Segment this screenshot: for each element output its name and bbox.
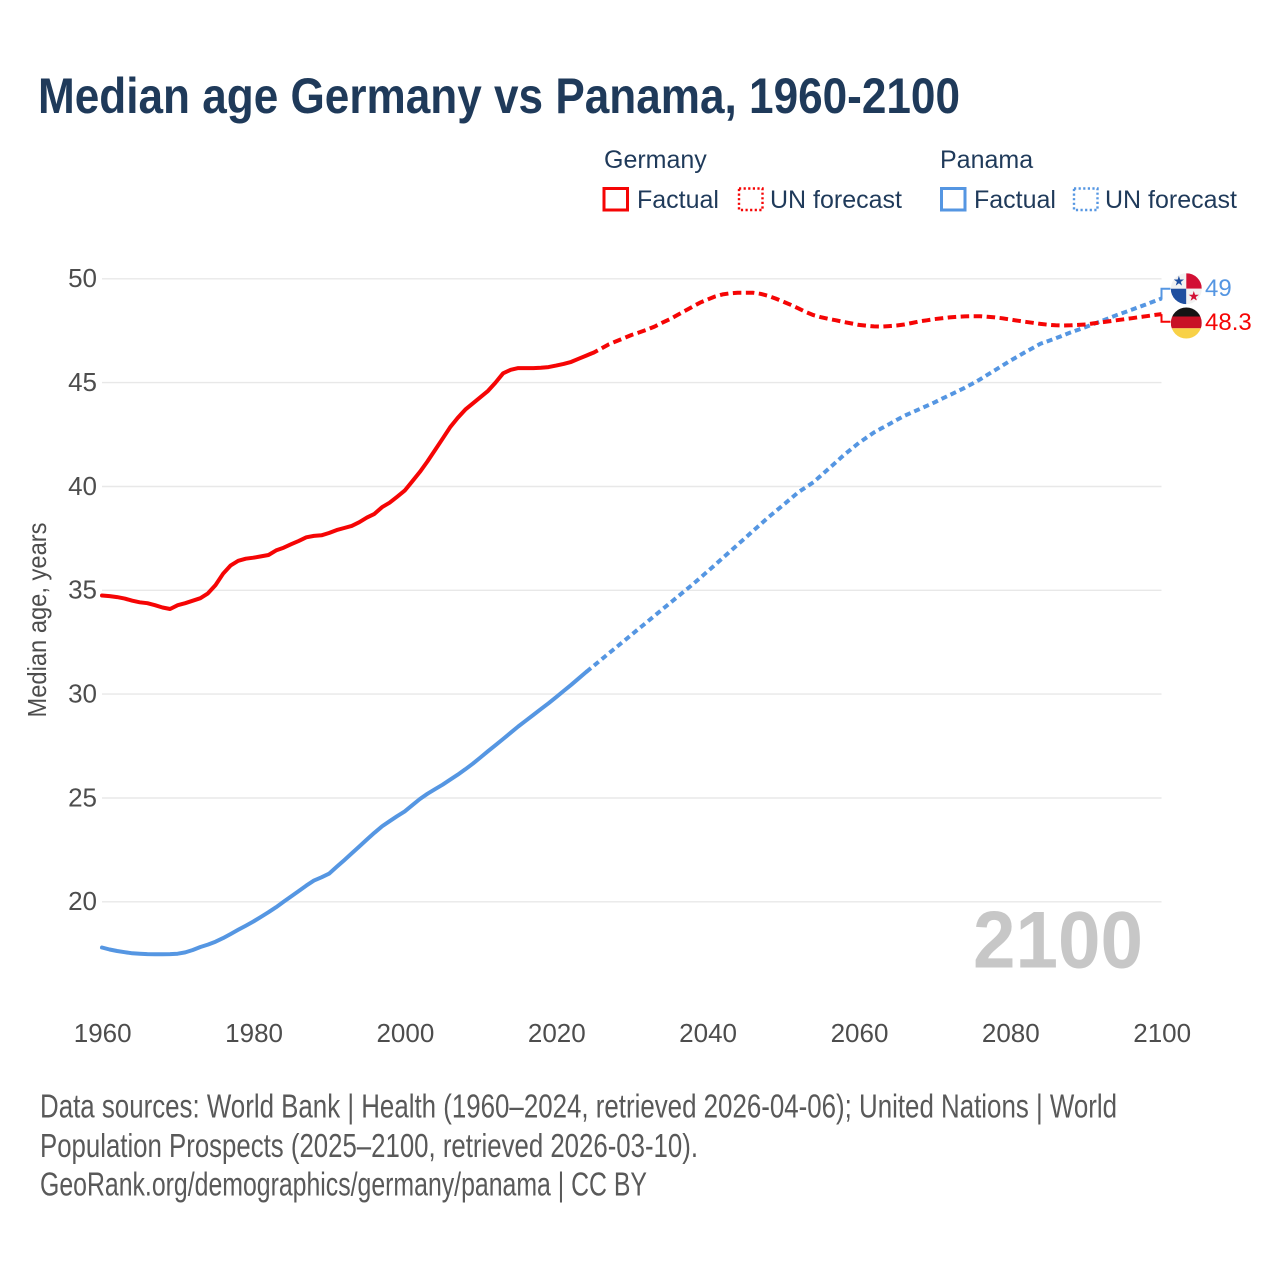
svg-text:Factual: Factual (974, 186, 1056, 214)
svg-text:Median age Germany vs Panama,: Median age Germany vs Panama, 1960-2100 (38, 68, 960, 124)
svg-text:Panama: Panama (940, 146, 1033, 174)
svg-text:UN forecast: UN forecast (1105, 186, 1237, 214)
svg-text:Median age, years: Median age, years (22, 523, 52, 718)
svg-text:GeoRank.org/demographics/germa: GeoRank.org/demographics/germany/panama … (40, 1166, 647, 1203)
svg-text:Population Prospects (2025–210: Population Prospects (2025–2100, retriev… (40, 1127, 698, 1164)
svg-text:30: 30 (68, 679, 97, 709)
svg-text:25: 25 (68, 782, 97, 812)
svg-text:48.3: 48.3 (1205, 309, 1252, 336)
svg-text:40: 40 (68, 471, 97, 501)
svg-text:2020: 2020 (528, 1018, 586, 1048)
svg-text:35: 35 (68, 575, 97, 605)
svg-text:2100: 2100 (973, 896, 1143, 986)
svg-text:2100: 2100 (1133, 1018, 1191, 1048)
svg-text:45: 45 (68, 367, 97, 397)
svg-text:Data sources: World Bank | Hea: Data sources: World Bank | Health (1960–… (40, 1088, 1117, 1125)
svg-text:50: 50 (68, 263, 97, 293)
svg-text:Factual: Factual (637, 186, 719, 214)
svg-text:UN forecast: UN forecast (770, 186, 902, 214)
svg-text:2080: 2080 (982, 1018, 1040, 1048)
svg-text:49: 49 (1205, 275, 1232, 302)
svg-text:2060: 2060 (831, 1018, 889, 1048)
svg-text:Germany: Germany (604, 146, 707, 174)
svg-text:2040: 2040 (679, 1018, 737, 1048)
svg-text:2000: 2000 (376, 1018, 434, 1048)
svg-text:1980: 1980 (225, 1018, 283, 1048)
svg-text:20: 20 (68, 886, 97, 916)
svg-text:1960: 1960 (74, 1018, 132, 1048)
